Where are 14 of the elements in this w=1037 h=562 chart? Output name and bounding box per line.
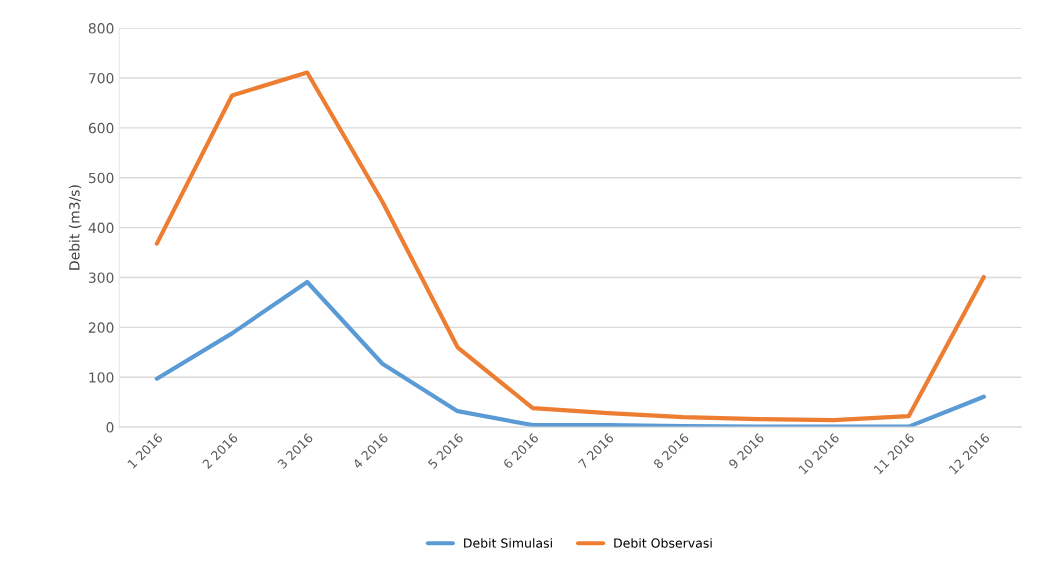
y-tick-label: 0 — [106, 422, 114, 433]
y-tick-label: 200 — [88, 322, 114, 333]
y-tick-label: 800 — [88, 23, 114, 34]
y-tick-label: 300 — [88, 272, 114, 283]
y-tick-label: 100 — [89, 372, 114, 383]
y-axis-title: Debit (m3/s) — [68, 185, 82, 270]
y-tick-label: 700 — [89, 72, 114, 84]
y-tick-label: 500 — [88, 172, 114, 184]
y-tick-label: 400 — [88, 222, 114, 234]
legend-label: Debit Simulasi — [464, 538, 552, 548]
y-tick-label: 600 — [88, 122, 114, 134]
legend-label: Debit Observasi — [614, 538, 712, 548]
line-series — [154, 70, 986, 423]
line-series — [154, 279, 986, 428]
